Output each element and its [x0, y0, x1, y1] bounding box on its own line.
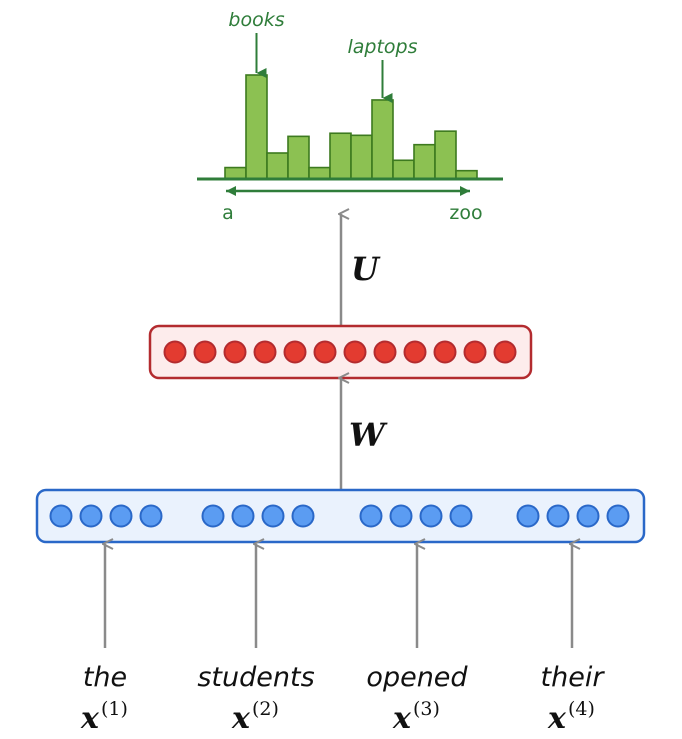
input-unit	[261, 504, 285, 528]
input-unit	[606, 504, 630, 528]
input-unit	[231, 504, 255, 528]
hidden-unit	[373, 340, 397, 364]
input-unit	[291, 504, 315, 528]
histogram-bar	[308, 166, 331, 180]
input-vector-index: (1)	[101, 698, 128, 720]
hidden-unit	[493, 340, 517, 364]
input-vector-index: (4)	[568, 698, 595, 720]
input-unit	[139, 504, 163, 528]
annotation-label: books	[228, 9, 284, 31]
hidden-unit	[433, 340, 457, 364]
hidden-layer-units	[163, 340, 517, 364]
histogram-bar	[392, 159, 415, 180]
input-unit	[516, 504, 540, 528]
hidden-unit	[403, 340, 427, 364]
input-unit	[546, 504, 570, 528]
input-vector-symbol: x	[547, 701, 567, 736]
input-word: students	[197, 662, 314, 693]
histogram-bar	[350, 134, 373, 180]
input-unit	[109, 504, 133, 528]
input-vector-index: (2)	[252, 698, 279, 720]
histogram-bar	[434, 130, 457, 180]
input-unit	[449, 504, 473, 528]
input-unit	[201, 504, 225, 528]
input-unit	[419, 504, 443, 528]
hidden-unit	[253, 340, 277, 364]
u-weight-label: U	[351, 250, 381, 288]
input-vector-index: (3)	[413, 698, 440, 720]
axis-start-label: a	[222, 202, 234, 224]
axis-end-label: zoo	[449, 202, 482, 224]
histogram-bar	[266, 152, 289, 180]
input-vector-symbol: x	[392, 701, 412, 736]
histogram-bar	[224, 166, 247, 180]
input-word: opened	[366, 662, 468, 693]
hidden-unit	[313, 340, 337, 364]
input-vector-symbol: x	[231, 701, 251, 736]
input-layer-box	[35, 488, 646, 544]
input-unit	[49, 504, 73, 528]
histogram-annotations: books laptops	[228, 9, 418, 103]
input-unit	[359, 504, 383, 528]
hidden-unit	[193, 340, 217, 364]
hidden-unit	[463, 340, 487, 364]
input-word: the	[83, 662, 127, 693]
histogram-bar	[329, 132, 352, 180]
annotation-label: laptops	[347, 36, 417, 58]
hidden-unit	[283, 340, 307, 364]
histogram-bar	[245, 74, 268, 180]
output-distribution-histogram	[224, 74, 478, 180]
input-layer-units	[49, 504, 630, 528]
hidden-unit	[223, 340, 247, 364]
histogram-bar	[371, 99, 394, 180]
input-unit	[79, 504, 103, 528]
input-unit	[389, 504, 413, 528]
input-word: their	[541, 662, 606, 693]
input-vector-symbol: x	[80, 701, 100, 736]
input-unit	[576, 504, 600, 528]
hidden-unit	[163, 340, 187, 364]
histogram-bar	[287, 135, 310, 180]
hidden-unit	[343, 340, 367, 364]
histogram-bar	[413, 143, 436, 180]
w-weight-label: W	[349, 416, 388, 454]
